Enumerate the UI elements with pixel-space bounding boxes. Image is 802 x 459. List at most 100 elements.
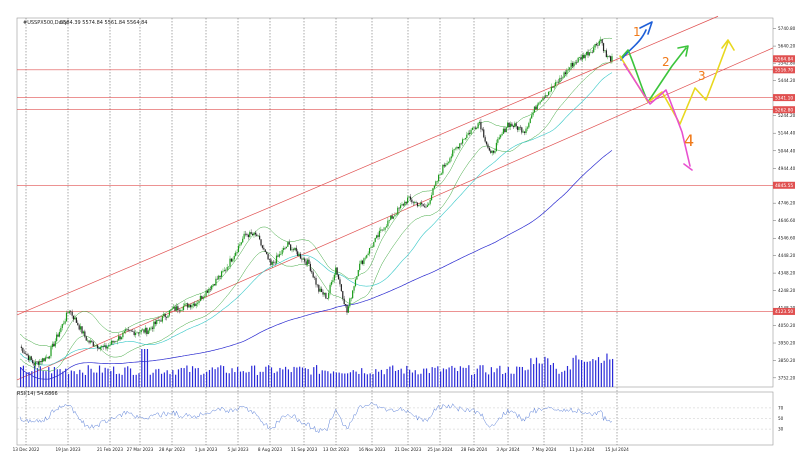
candle-body [147, 330, 149, 335]
candle-body [127, 329, 130, 331]
candle-body [429, 200, 431, 204]
candle-body [298, 253, 300, 257]
candle-body [392, 216, 395, 219]
candle-body [165, 317, 168, 318]
candle-body [184, 303, 186, 307]
candle-body [594, 44, 596, 48]
volume-bar [25, 372, 27, 387]
candle-body [287, 242, 289, 247]
scenario-1-path [620, 21, 653, 61]
bollinger-upper-line [19, 37, 613, 347]
candle-body [433, 185, 435, 189]
volume-bar [282, 369, 284, 387]
candle-body [273, 261, 275, 263]
candle-body [151, 327, 154, 329]
candle-body [101, 345, 103, 348]
scenario-label-4: 4 [684, 131, 694, 150]
price-badge [773, 307, 795, 315]
volume-bar [301, 367, 304, 387]
scenario-3-path [619, 39, 735, 125]
candle-body [553, 85, 555, 88]
price-badge [773, 66, 795, 74]
candle-body [584, 54, 586, 59]
volume-bar [431, 367, 433, 387]
volume-bar [146, 349, 149, 387]
volume-bar [448, 367, 450, 387]
volume-bar [578, 359, 580, 387]
candle-body [164, 314, 166, 318]
candle-body [586, 51, 588, 55]
volume-bar [352, 370, 354, 387]
candle-body [282, 248, 285, 251]
candle-body [432, 188, 434, 196]
volume-bar [31, 371, 33, 387]
y-tick-label: 5044.40 [778, 148, 796, 153]
volume-bar [141, 349, 143, 387]
volume-bar [321, 370, 323, 387]
volume-bar [310, 374, 312, 387]
candle-body [96, 345, 99, 349]
candle-body [583, 55, 585, 59]
volume-bar [217, 367, 219, 387]
candle-body [230, 258, 233, 262]
candle-body [63, 323, 65, 325]
candle-body [555, 82, 557, 86]
volume-bar [428, 373, 430, 387]
candle-body [511, 123, 513, 127]
candle-body [352, 290, 354, 299]
candle-body [452, 150, 454, 157]
candle-body [543, 97, 545, 99]
volume-bar [208, 369, 211, 387]
candle-body [113, 341, 116, 343]
volume-bar [183, 368, 185, 387]
volume-bar [132, 374, 134, 387]
candle-body [219, 275, 221, 277]
candle-body [109, 344, 111, 346]
candle-body [407, 197, 409, 204]
candle-body [237, 245, 240, 253]
x-tick-label: 3 Apr 2024 [496, 447, 520, 452]
candle-body [205, 290, 207, 297]
candle-body [571, 63, 574, 67]
candle-body [236, 252, 238, 253]
x-tick-label: 7 May 2024 [532, 447, 557, 452]
candle-body [371, 246, 373, 248]
candle-body [80, 326, 82, 330]
candle-body [598, 40, 600, 46]
candle-body [134, 332, 137, 336]
candle-body [395, 214, 397, 216]
volume-bar [98, 365, 101, 387]
volume-bar [121, 374, 123, 387]
candle-body [197, 302, 199, 304]
candle-body [469, 132, 471, 134]
candle-body [536, 104, 538, 110]
candle-body [291, 249, 293, 251]
volume-bar [62, 371, 64, 387]
volume-bar [90, 368, 92, 387]
candle-body [339, 279, 341, 285]
candle-body [225, 270, 227, 271]
volume-bar [400, 368, 402, 387]
candle-body [509, 123, 512, 127]
volume-bar [471, 374, 473, 387]
x-tick-label: 1 Jun 2023 [195, 447, 218, 452]
candle-body [239, 244, 241, 246]
candle-body [50, 347, 52, 357]
candle-body [175, 306, 178, 311]
candle-body [390, 215, 392, 220]
candle-body [218, 275, 220, 280]
candle-body [591, 51, 593, 53]
volume-bar [104, 367, 106, 387]
candle-body [139, 332, 141, 334]
volume-bar [482, 365, 484, 387]
candle-body [235, 252, 237, 256]
candle-body [37, 361, 39, 365]
candle-body [25, 353, 27, 355]
candle-body [473, 127, 475, 129]
volume-bar [59, 369, 61, 387]
candle-body [61, 324, 63, 328]
volume-bar [273, 372, 275, 387]
volume-bar [96, 372, 98, 387]
candle-body [243, 233, 245, 239]
